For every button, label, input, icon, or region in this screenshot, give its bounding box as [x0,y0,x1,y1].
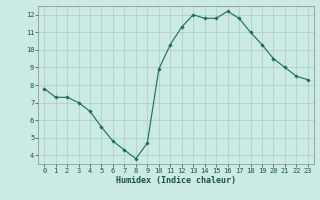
X-axis label: Humidex (Indice chaleur): Humidex (Indice chaleur) [116,176,236,185]
